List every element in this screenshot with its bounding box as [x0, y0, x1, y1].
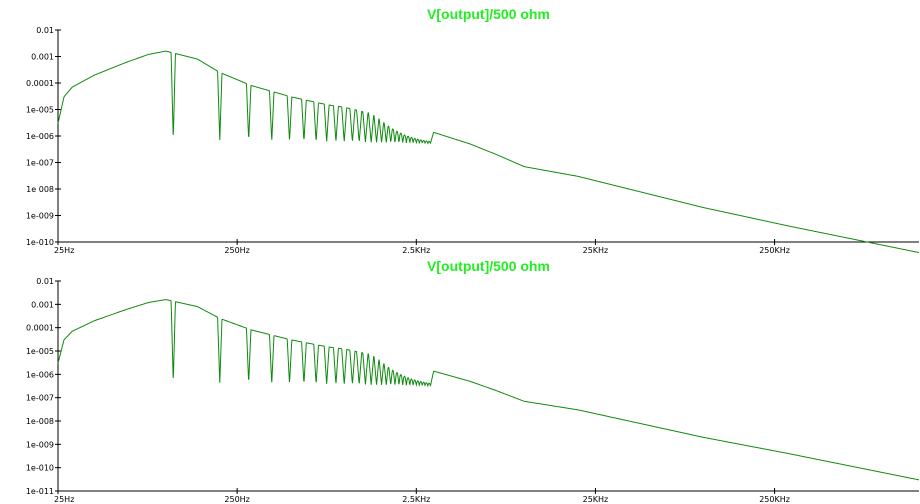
y-tick-label: 0.01	[36, 277, 54, 286]
y-tick-label: 1e-007	[26, 159, 54, 168]
x-tick-label: 2.5KHz	[402, 246, 430, 255]
y-tick-label: 1e-010	[26, 238, 54, 247]
y-tick-label: 1e-009	[26, 212, 54, 221]
y-tick-label: 1e-011	[26, 487, 54, 496]
chart-title: V[output]/500 ohm	[427, 6, 550, 22]
chart-panel-2: V[output]/500 ohm 0.01 0.001 0.0001 1e-005 1e…	[26, 258, 920, 504]
y-tick-label: 0.0001	[26, 324, 54, 333]
series-line-1	[57, 299, 920, 481]
y-tick-label: 0.001	[31, 53, 54, 62]
x-tick-label: 25KHz	[583, 246, 609, 255]
y-tick-label: 1e-010	[26, 464, 54, 473]
series-line-1	[57, 50, 920, 254]
y-tick-label: 0.001	[31, 300, 54, 309]
x-tick-label: 250KHz	[759, 495, 790, 504]
x-tick-label: 250KHz	[759, 246, 790, 255]
x-tick-label: 25Hz	[54, 246, 74, 255]
chart-panel-1: V[output]/500 ohm 0.01 0.001 0.0001 1e-005 1e…	[26, 6, 920, 255]
y-tick-label: 1e-006	[26, 132, 54, 141]
x-tick-label: 25Hz	[54, 495, 74, 504]
y-tick-label: 0.01	[36, 26, 54, 35]
x-tick-label: 250Hz	[224, 495, 249, 504]
y-tick-label: 1e-009	[26, 440, 54, 449]
chart-title: V[output]/500 ohm	[427, 258, 550, 274]
y-tick-label: 1e 008	[26, 185, 54, 194]
y-tick-label: 1e-005	[26, 106, 54, 115]
x-tick-label: 2.5KHz	[402, 495, 430, 504]
x-tick-label: 250Hz	[224, 246, 249, 255]
x-tick-label: 25KHz	[583, 495, 609, 504]
y-tick-label: 1e-005	[26, 347, 54, 356]
y-tick-label: 1e-007	[26, 394, 54, 403]
y-tick-label: 0.0001	[26, 79, 54, 88]
y-tick-label: 1e-008	[26, 417, 54, 426]
y-tick-label: 1e-006	[26, 370, 54, 379]
